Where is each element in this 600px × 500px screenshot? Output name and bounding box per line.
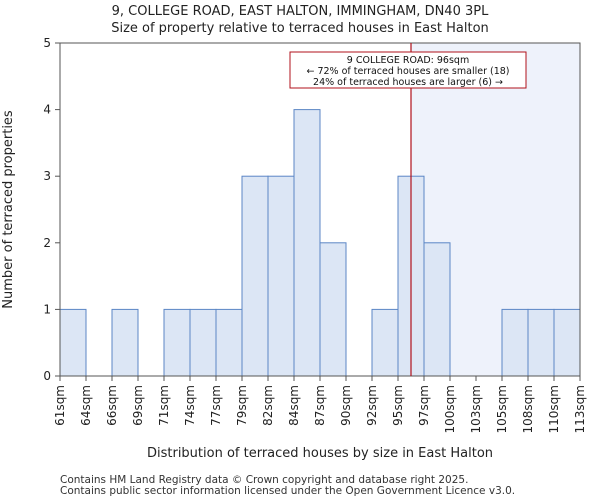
x-tick-label: 71sqm [157, 385, 171, 426]
x-tick-label: 113sqm [573, 385, 587, 433]
histogram-bar [59, 308, 87, 377]
x-tick-label: 108sqm [521, 385, 535, 433]
footer-line-2: Contains public sector information licen… [60, 485, 516, 497]
x-tick-label: 90sqm [339, 385, 353, 426]
annotation-line: ← 72% of terraced houses are smaller (18… [306, 66, 509, 77]
chart-title: 9, COLLEGE ROAD, EAST HALTON, IMMINGHAM,… [111, 4, 489, 19]
x-tick-label: 69sqm [131, 385, 145, 426]
x-tick-label: 92sqm [365, 385, 379, 426]
x-tick-label: 97sqm [417, 385, 431, 426]
y-tick-label: 1 [43, 302, 51, 316]
histogram-bar [527, 308, 555, 377]
y-tick-label: 0 [43, 369, 51, 383]
x-tick-label: 79sqm [235, 385, 249, 426]
x-tick-label: 74sqm [183, 385, 197, 426]
annotation-box [289, 51, 527, 89]
histogram-bar [267, 175, 295, 377]
y-tick-label: 2 [43, 236, 51, 250]
histogram-bar [163, 308, 191, 377]
x-tick-label: 61sqm [53, 385, 67, 426]
x-tick-label: 95sqm [391, 385, 405, 426]
x-tick-label: 103sqm [469, 385, 483, 433]
annotation-line: 9 COLLEGE ROAD: 96sqm [347, 55, 469, 66]
histogram-bar [293, 109, 321, 377]
y-tick-label: 4 [43, 103, 51, 117]
chart-subtitle: Size of property relative to terraced ho… [111, 21, 489, 36]
histogram-bar [111, 308, 139, 377]
x-tick-label: 105sqm [495, 385, 509, 433]
x-tick-label: 77sqm [209, 385, 223, 426]
histogram-bar [371, 308, 399, 377]
x-tick-label: 84sqm [287, 385, 301, 426]
annotation-line: 24% of terraced houses are larger (6) → [313, 77, 503, 88]
y-tick-label: 5 [43, 36, 51, 50]
x-axis-label: Distribution of terraced houses by size … [147, 446, 493, 461]
histogram-bar [241, 175, 269, 377]
histogram-bar [423, 242, 451, 377]
x-tick-label: 66sqm [105, 385, 119, 426]
histogram-bar [189, 308, 217, 377]
x-tick-label: 87sqm [313, 385, 327, 426]
histogram-bar [215, 308, 243, 377]
x-tick-label: 110sqm [547, 385, 561, 433]
histogram-bar [319, 242, 347, 377]
histogram-bar [553, 308, 581, 377]
x-tick-label: 82sqm [261, 385, 275, 426]
x-tick-label: 100sqm [443, 385, 457, 433]
y-tick-label: 3 [43, 169, 51, 183]
x-tick-label: 64sqm [79, 385, 93, 426]
histogram-bar [501, 308, 529, 377]
y-axis-label: Number of terraced properties [1, 110, 16, 309]
footer-line-1: Contains HM Land Registry data © Crown c… [60, 474, 469, 486]
